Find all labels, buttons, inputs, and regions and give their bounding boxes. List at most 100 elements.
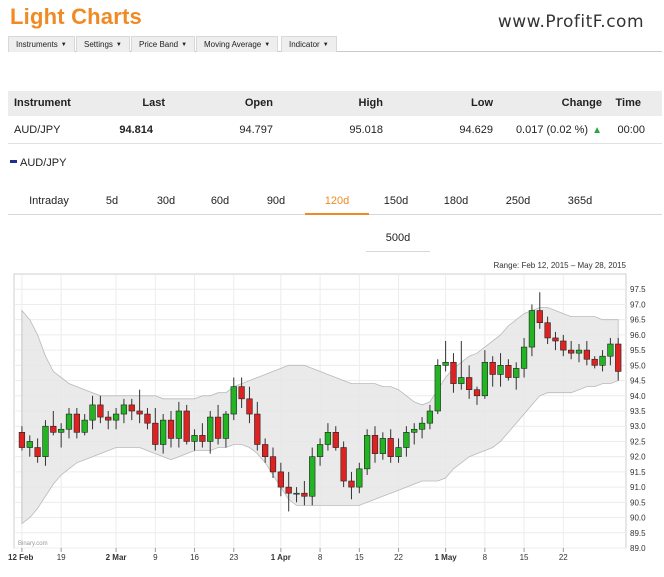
y-tick-label: 92.5: [630, 437, 646, 446]
chevron-down-icon: ▼: [264, 42, 271, 48]
menu-label: Indicator: [289, 40, 320, 49]
legend-label: AUD/JPY: [20, 157, 67, 169]
y-tick-label: 94.5: [630, 377, 646, 386]
chevron-down-icon: ▼: [60, 42, 67, 48]
candle-body: [238, 386, 245, 400]
candle-body: [277, 471, 284, 488]
y-tick-label: 91.0: [630, 483, 646, 492]
instrument-value: AUD/JPY: [14, 124, 61, 136]
brand-logo[interactable]: www.ProfitF.com: [497, 12, 644, 32]
y-tick-label: 92.0: [630, 453, 646, 462]
tab-30d[interactable]: 30d: [156, 195, 176, 207]
col-last: Last: [142, 97, 165, 109]
menu-label: Price Band: [139, 40, 179, 49]
y-tick-label: 91.5: [630, 468, 646, 477]
candle-body: [364, 435, 371, 470]
tab-5d[interactable]: 5d: [105, 195, 119, 207]
y-tick-label: 95.5: [630, 346, 646, 355]
app-title: Light Charts: [10, 4, 142, 29]
x-tick-label: 22: [559, 553, 568, 562]
candle-body: [583, 349, 590, 360]
candle-body: [379, 438, 386, 454]
candle-body: [552, 337, 559, 342]
candle-body: [144, 413, 151, 424]
candle-body: [34, 447, 41, 457]
tab-150d[interactable]: 150d: [383, 195, 409, 207]
candle-body: [58, 428, 65, 433]
menu-label: Settings: [84, 40, 113, 49]
candle-body: [324, 432, 332, 445]
candle-body: [528, 310, 536, 348]
x-tick-label: 8: [483, 553, 488, 562]
candle-body: [26, 441, 33, 448]
candle-body: [575, 349, 583, 354]
candle-body: [513, 368, 520, 378]
candle-body: [18, 432, 26, 448]
col-high: High: [358, 97, 383, 109]
chevron-down-icon: ▼: [322, 42, 329, 48]
time-value: 00:00: [617, 124, 645, 136]
candle-body: [418, 422, 426, 430]
settings-menu-button[interactable]: Settings ▼: [76, 36, 130, 52]
tab-250d[interactable]: 250d: [505, 195, 531, 207]
tab-90d[interactable]: 90d: [266, 195, 286, 207]
indicator-menu-button[interactable]: Indicator ▼: [281, 36, 337, 52]
chevron-down-icon: ▼: [181, 42, 188, 48]
candle-body: [340, 447, 347, 482]
candle-body: [120, 404, 128, 415]
candle-body: [332, 432, 339, 448]
candle-body: [607, 343, 614, 357]
low-value: 94.629: [459, 124, 493, 136]
quote-table-header: Instrument Last Open High Low Change Tim…: [8, 91, 662, 116]
tab-intraday[interactable]: Intraday: [29, 195, 69, 207]
candle-body: [466, 377, 473, 390]
candle-body: [152, 422, 159, 445]
tab-500d[interactable]: 500d: [366, 228, 430, 252]
candle-body: [591, 358, 598, 366]
y-tick-label: 96.0: [630, 331, 646, 340]
chevron-down-icon: ▼: [115, 42, 122, 48]
tab-120d[interactable]: 120d: [305, 190, 369, 215]
candle-body: [262, 444, 269, 457]
tab-180d[interactable]: 180d: [443, 195, 469, 207]
candle-body: [89, 404, 96, 421]
x-tick-label: 16: [190, 553, 199, 562]
candle-body: [387, 438, 394, 457]
y-tick-label: 94.0: [630, 392, 646, 401]
candle-body: [254, 413, 261, 445]
x-tick-label: 1 Apr: [271, 553, 291, 562]
candle-body: [481, 361, 488, 397]
x-tick-label: 12 Feb: [8, 553, 33, 562]
tab-60d[interactable]: 60d: [210, 195, 230, 207]
candle-body: [473, 389, 481, 397]
y-tick-label: 89.0: [630, 544, 646, 553]
candle-body: [356, 468, 363, 488]
quote-row: AUD/JPY 94.814 94.797 95.018 94.629 0.01…: [8, 118, 662, 144]
y-tick-label: 93.5: [630, 407, 646, 416]
candle-body: [222, 413, 230, 439]
candle-body: [599, 355, 606, 366]
moving-average-menu-button[interactable]: Moving Average ▼: [196, 36, 279, 52]
candle-body: [81, 419, 88, 433]
x-tick-label: 8: [318, 553, 323, 562]
candle-body: [309, 456, 316, 497]
change-value: 0.017 (0.02 %) ▲: [498, 118, 602, 143]
x-tick-label: 19: [57, 553, 66, 562]
candle-body: [348, 480, 355, 488]
price-band-menu-button[interactable]: Price Band ▼: [131, 36, 196, 52]
y-tick-label: 95.0: [630, 361, 646, 370]
tab-365d[interactable]: 365d: [567, 195, 593, 207]
candle-body: [426, 410, 434, 424]
y-tick-label: 97.0: [630, 300, 646, 309]
candle-body: [403, 432, 410, 448]
candle-body: [136, 410, 143, 415]
y-tick-label: 89.5: [630, 529, 646, 538]
candle-body: [293, 492, 300, 495]
candle-body: [230, 386, 237, 415]
instruments-menu-button[interactable]: Instruments ▼: [8, 36, 75, 52]
open-value: 94.797: [239, 124, 273, 136]
chart-credit: Binary.com: [18, 541, 48, 547]
candle-body: [371, 435, 379, 454]
candle-body: [105, 416, 112, 421]
y-tick-label: 96.5: [630, 316, 646, 325]
